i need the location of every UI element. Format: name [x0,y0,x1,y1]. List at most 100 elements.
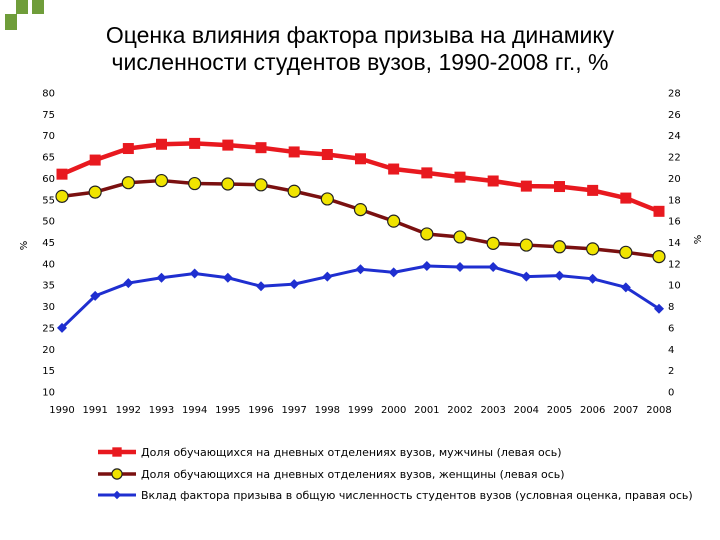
logo-square-bottom [5,14,17,30]
series-1-point [520,180,532,192]
x-axis-tick-label: 1997 [281,405,306,416]
series-3-point [90,290,101,301]
x-axis-tick-label: 1994 [182,405,207,416]
series-3-point [554,270,565,281]
series-layer [55,137,666,333]
series-2-point [188,176,202,191]
series-3-point [322,271,333,282]
x-axis-tick-label: 1995 [215,405,240,416]
left-axis-tick-label: 80 [42,89,55,100]
series-2 [55,173,666,264]
series-2-point [55,189,69,203]
chart-title: Оценка влияния фактора призыва на динами… [0,22,720,76]
left-axis-tick-label: 55 [42,195,55,206]
left-axis-tick-label: 60 [42,174,55,185]
series-2-point [387,214,401,228]
series-2-point [552,240,567,254]
x-axis-tick-label: 1990 [49,405,74,416]
series-1-point [653,205,665,217]
left-axis-tick-label: 45 [42,238,55,249]
series-1-point [554,181,565,193]
left-axis-tick-label: 30 [42,302,55,313]
series-3-point [455,262,465,273]
series-1-point [122,143,134,155]
right-axis-label: % [693,235,704,245]
series-3-point [256,281,266,292]
series-1-point [56,168,68,180]
series-3-point [421,260,432,271]
legend-swatch-marker [111,468,123,480]
series-2-point [652,249,666,264]
right-axis-tick-label: 14 [668,238,681,249]
right-axis-tick-label: 16 [668,217,681,228]
x-axis-tick-label: 2002 [447,405,472,416]
x-axis-tick-label: 2000 [381,405,406,416]
x-axis-tick-label: 2006 [580,405,605,416]
right-axis-tick-label: 28 [668,89,681,100]
left-axis-tick-label: 25 [42,323,55,334]
series-3-point [355,264,366,275]
legend-swatch-marker [112,447,122,457]
x-axis-tick-label: 2003 [480,405,505,416]
x-axis-tick-label: 2008 [646,405,671,416]
x-axis-tick-label: 1999 [348,405,373,416]
left-axis-tick-label: 15 [42,366,55,377]
series-3-point [57,322,67,333]
series-1-point [587,184,599,196]
left-axis-tick-label: 35 [42,281,55,292]
left-axis-tick-label: 70 [42,131,55,142]
legend-label: Доля обучающихся на дневных отделениях в… [141,468,565,481]
legend-label: Доля обучающихся на дневных отделениях в… [141,446,562,459]
x-axis-tick-label: 1991 [82,405,107,416]
right-axis-tick-label: 2 [668,366,674,377]
series-2-point [154,173,169,188]
right-axis-tick-label: 24 [668,131,681,142]
series-3-point [620,282,631,293]
series-2-point [486,236,500,250]
x-axis-tick-label: 1996 [248,405,273,416]
right-axis-tick-label: 12 [668,259,681,270]
left-axis-tick-label: 50 [42,217,55,228]
series-3-point [587,273,598,284]
series-1-point [388,163,400,175]
left-axis-tick-label: 75 [42,110,55,121]
series-3-point [654,303,664,314]
right-axis-tick-label: 0 [668,388,674,399]
chart-axes: 1015202530354045505560657075800246810121… [19,89,704,417]
right-axis-tick-label: 22 [668,153,681,164]
series-2-point [88,185,102,199]
logo-square-top [16,0,28,14]
series-3-point [289,279,300,290]
x-axis-tick-label: 1998 [315,405,340,416]
x-axis-tick-label: 2007 [613,405,638,416]
logo-square-right [32,0,44,14]
series-1-point [421,167,433,179]
chart-title-line-2: численности студентов вузов, 1990-2008 г… [111,49,609,75]
legend-entry-3: Вклад фактора призыва в общую численност… [98,489,693,502]
right-axis-tick-label: 20 [668,174,681,185]
right-axis-tick-label: 6 [668,323,674,334]
series-3-point [123,278,134,289]
series-1-point [620,192,632,204]
series-2-point [619,245,633,259]
right-axis-tick-label: 10 [668,281,681,292]
x-axis-tick-label: 2001 [414,405,439,416]
x-axis-tick-label: 1992 [116,405,141,416]
series-1-point [222,139,234,151]
legend-entry-1: Доля обучающихся на дневных отделениях в… [98,446,562,459]
left-axis-label: % [19,241,30,251]
series-3-point [189,268,200,279]
series-1-point [288,146,300,158]
legend: Доля обучающихся на дневных отделениях в… [98,446,693,502]
chart-title-line-1: Оценка влияния фактора призыва на динами… [105,22,615,48]
right-axis-tick-label: 4 [668,345,674,356]
right-axis-tick-label: 8 [668,302,674,313]
series-1-point [321,149,333,161]
right-axis-tick-label: 26 [668,110,681,121]
series-1-point [255,142,267,154]
series-2-point [420,227,434,241]
legend-swatch-marker [112,490,122,500]
x-axis-tick-label: 2005 [547,405,572,416]
series-3-point [521,271,532,282]
